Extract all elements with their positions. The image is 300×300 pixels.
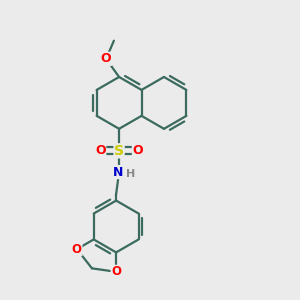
Text: O: O xyxy=(111,265,121,278)
Text: H: H xyxy=(126,169,135,179)
Text: O: O xyxy=(72,243,82,256)
Text: O: O xyxy=(95,144,106,157)
Text: S: S xyxy=(114,144,124,158)
Text: N: N xyxy=(112,166,123,178)
Text: O: O xyxy=(101,52,111,65)
Text: O: O xyxy=(132,144,143,157)
